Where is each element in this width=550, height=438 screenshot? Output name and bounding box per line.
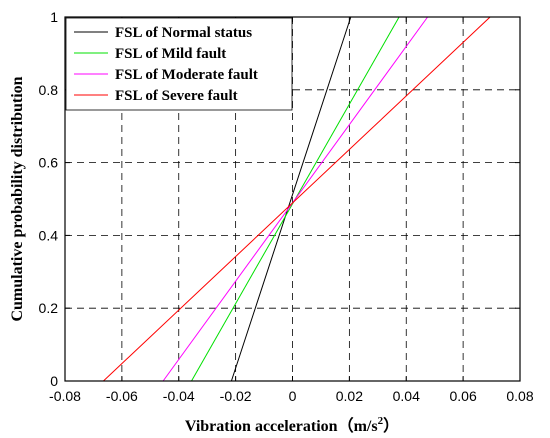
legend-label: FSL of Normal status <box>115 25 252 41</box>
x-tick-label: 0 <box>289 388 297 404</box>
y-axis-title: Cumulative probability distribution <box>9 76 26 321</box>
legend-label: FSL of Severe fault <box>115 88 238 104</box>
x-tick-label: -0.04 <box>163 388 195 404</box>
y-tick-label: 0.6 <box>39 155 59 171</box>
x-tick-label: 0.02 <box>336 388 363 404</box>
legend-label: FSL of Mild fault <box>115 46 226 62</box>
y-tick-label: 0.4 <box>39 227 59 243</box>
legend: FSL of Normal status FSL of Mild fault FSL… <box>65 17 293 111</box>
ticks: -0.08 -0.06 -0.04 -0.02 0 0.02 0.04 0.06 0.08 0 0.… <box>39 9 534 404</box>
y-tick-label: 0 <box>50 373 58 389</box>
y-tick-label: 0.8 <box>39 82 59 98</box>
series-line <box>103 16 491 382</box>
series-line <box>230 16 352 382</box>
x-tick-label: 0.04 <box>393 388 420 404</box>
x-axis-title: Vibration acceleration（m/s2） <box>185 415 399 435</box>
x-tick-label: -0.02 <box>220 388 252 404</box>
x-axis-title-main: Vibration acceleration（m/s <box>185 417 378 435</box>
x-tick-label: 0.08 <box>506 388 533 404</box>
x-tick-label: -0.06 <box>106 388 138 404</box>
series-group <box>103 16 491 382</box>
y-tick-label: 1 <box>50 9 58 25</box>
legend-label: FSL of Moderate fault <box>115 67 258 83</box>
series-line <box>162 16 429 382</box>
x-axis-title-close: ） <box>383 417 399 435</box>
x-tick-label: -0.08 <box>49 388 81 404</box>
x-tick-label: 0.06 <box>450 388 477 404</box>
y-tick-label: 0.2 <box>39 300 59 316</box>
x-axis-title-sup: 2 <box>378 415 384 427</box>
